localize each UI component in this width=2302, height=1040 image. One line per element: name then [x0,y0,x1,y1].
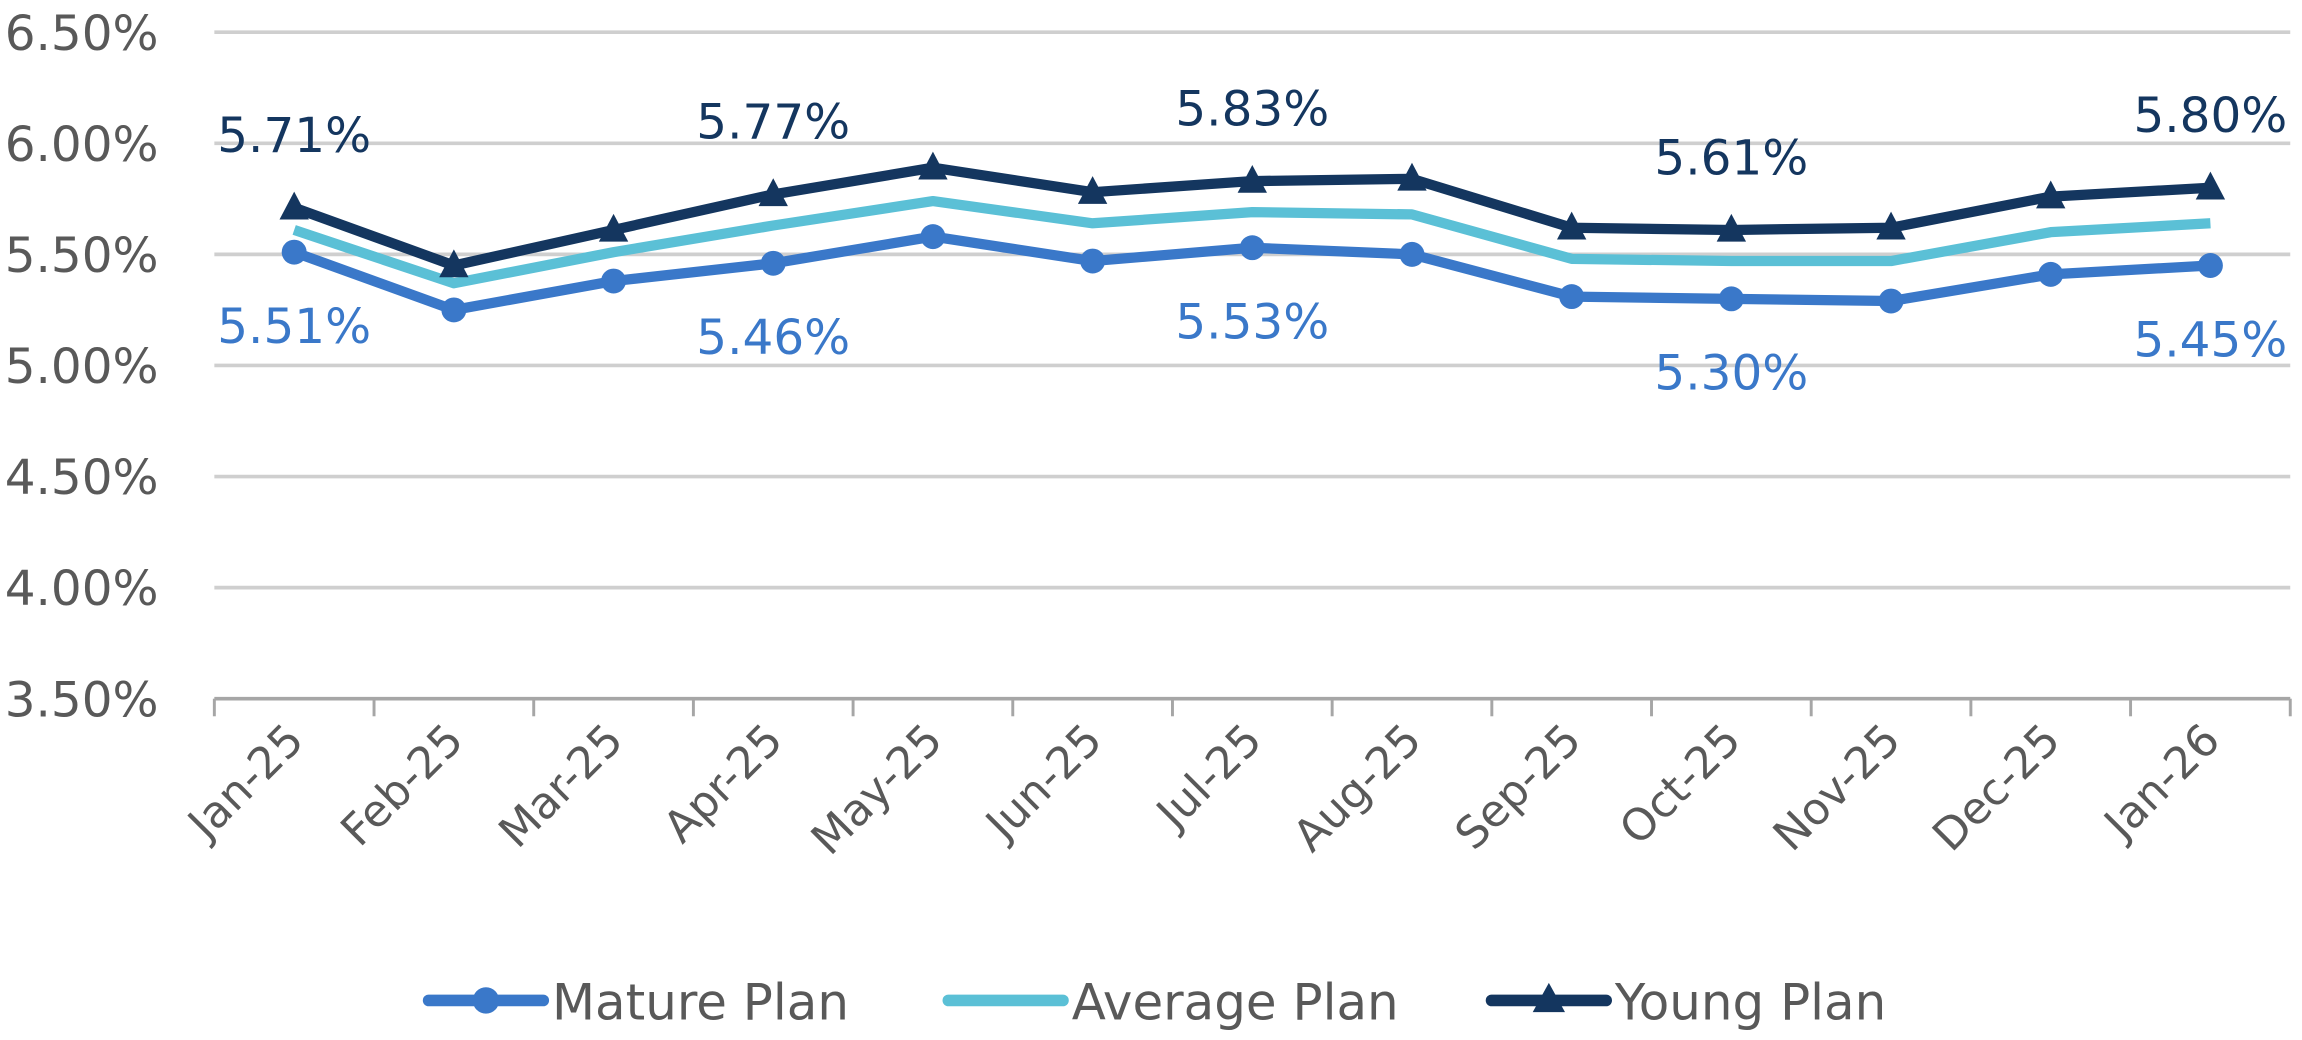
x-tick-label: Nov-25 [1764,714,1911,861]
data-point-marker [1237,164,1267,193]
y-tick-label: 5.00% [5,339,159,395]
x-tick-label: Aug-25 [1284,714,1432,861]
data-point-marker [1559,284,1585,310]
data-point-marker [758,178,788,207]
y-tick-label: 6.00% [5,117,159,173]
x-tick-label: Sep-25 [1446,714,1592,859]
data-label: 5.83% [1175,81,1329,137]
data-point-marker [1080,248,1106,274]
x-tick-label: Jul-25 [1145,714,1272,840]
data-point-marker [281,239,307,265]
data-label: 5.46% [696,310,850,366]
data-point-marker [2036,180,2066,209]
data-point-marker [920,224,946,250]
data-point-marker [441,297,467,323]
y-tick-label: 5.50% [5,228,159,284]
data-point-marker [1399,241,1425,267]
data-point-marker [279,191,309,220]
x-tick-label: Apr-25 [654,714,793,853]
data-point-marker [1397,162,1427,191]
data-point-marker [1239,235,1265,261]
data-labels: 5.51% 5.46% 5.53% 5.30% 5.45% 5.71% 5.77% 5.83%… [217,81,2287,401]
data-label: 5.80% [2133,88,2287,144]
y-tick-label: 6.50% [5,6,159,62]
y-tick-label: 4.50% [5,450,159,506]
data-point-marker [1876,211,1906,240]
x-tick-label: Feb-25 [331,714,473,856]
x-tick-label: Mar-25 [489,714,633,857]
series-line-average-plan [292,195,2211,289]
data-point-marker [1556,211,1587,240]
series-lines [279,151,2226,323]
x-tick-label: Jan-25 [177,714,314,851]
data-label: 5.51% [217,299,371,355]
data-point-marker [1718,286,1744,312]
x-tick-label: Oct-25 [1610,714,1751,854]
data-point-marker [760,250,786,276]
data-point-marker [1716,213,1747,242]
data-point-marker [2197,253,2223,278]
data-label: 5.61% [1654,130,1808,186]
legend-label: Mature Plan [552,974,849,1032]
legend-label: Average Plan [1072,974,1399,1032]
x-tick-label: Dec-25 [1923,714,2070,861]
legend-label: Young Plan [1614,974,1886,1032]
data-point-marker [918,151,948,180]
data-label: 5.53% [1175,295,1329,351]
x-tick-label: May-25 [802,714,953,864]
x-tick-label: Jun-25 [974,714,1112,851]
data-point-marker [2195,171,2226,200]
data-point-marker [1878,288,1904,314]
data-label: 5.71% [217,108,371,164]
y-tick-label: 4.00% [5,561,159,617]
data-point-marker [598,213,629,242]
data-point-marker [2038,261,2064,287]
data-label: 5.45% [2133,312,2287,368]
data-label: 5.30% [1654,346,1808,402]
y-axis-tick-labels: 6.50% 6.00% 5.50% 5.00% 4.50% 4.00% 3.50% [5,6,159,728]
data-point-marker [601,268,627,294]
data-point-marker [439,249,469,278]
legend: Mature Plan Average Plan Young Plan [422,974,1886,1032]
x-tick-label: Jan-26 [2093,714,2230,851]
legend-marker-icon [472,987,500,1014]
legend-marker-icon [1532,982,1566,1013]
y-tick-label: 3.50% [5,672,159,728]
data-point-marker [1077,176,1108,204]
x-axis: Jan-25 Feb-25 Mar-25 Apr-25 May-25 Jun-25 Jul-… [177,696,2292,865]
data-label: 5.77% [696,95,850,151]
